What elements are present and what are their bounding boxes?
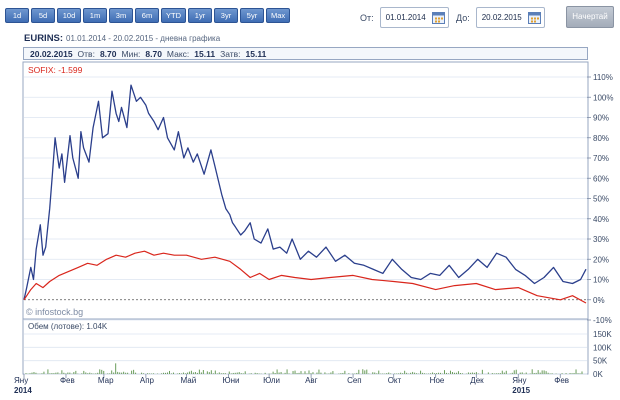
series-line-sofix [23, 250, 587, 304]
x-tick-label: Яну 2015 [512, 376, 530, 395]
y-tick-label: -10% [593, 316, 612, 325]
x-tick-label: Фев [554, 376, 569, 385]
stats-row: 20.02.2015 Отв: 8.70 Мин: 8.70 Макс: 15.… [23, 47, 588, 60]
volume-tick-label: 50K [593, 357, 608, 366]
y-tick-label: 100% [593, 93, 613, 102]
volume-axis-labels: 150K 100K 50K 0K [593, 330, 612, 379]
stats-date: 20.02.2015 [30, 48, 73, 59]
range-button-5d[interactable]: 5d [31, 8, 55, 23]
y-tick-label: 110% [593, 73, 613, 82]
chart-subtitle: 01.01.2014 - 20.02.2015 - дневна графика [66, 34, 221, 43]
close-value: 15.11 [245, 48, 267, 59]
range-button-1d[interactable]: 1d [5, 8, 29, 23]
x-tick-label: Май [181, 376, 197, 385]
volume-tick-label: 0K [593, 370, 603, 379]
max-value: 15.11 [194, 48, 216, 59]
date-from-value: 01.01.2014 [385, 13, 426, 22]
volume-label: Обем (лотове): 1.04K [28, 322, 108, 331]
calendar-icon[interactable] [431, 11, 445, 24]
range-button-1m[interactable]: 1m [83, 8, 107, 23]
y-tick-label: 80% [593, 134, 609, 143]
range-button-3m[interactable]: 3m [109, 8, 133, 23]
x-tick-label: Юни [222, 376, 239, 385]
range-button-6m[interactable]: 6m [135, 8, 159, 23]
date-to-group: До: 20.02.2015 [456, 7, 545, 28]
price-gridlines [24, 76, 591, 321]
open-label: Отв: [77, 48, 95, 59]
x-tick-label: Апр [140, 376, 155, 385]
min-value: 8.70 [145, 48, 162, 59]
x-tick-label: Сеп [347, 376, 362, 385]
calendar-icon[interactable] [527, 11, 541, 24]
x-tick-label: Окт [388, 376, 402, 385]
y-tick-label: 60% [593, 174, 609, 183]
min-label: Мин: [121, 48, 141, 59]
date-axis-labels: Яну 2014 Фев Мар Апр Май Юни Юли Авг Сеп Окт Ное Дек… [14, 374, 569, 395]
range-button-1yr[interactable]: 1yr [188, 8, 212, 23]
date-from-label: От: [360, 12, 374, 23]
y-tick-label: 50% [593, 195, 609, 204]
series-lines [23, 84, 587, 304]
range-button-10d[interactable]: 10d [57, 8, 81, 23]
range-button-bar: 1d 5d 10d 1m 3m 6m YTD 1yr 3yr 5yr Max [5, 8, 291, 23]
x-tick-label: Мар [98, 376, 114, 385]
ticker-title: EURINS: [24, 33, 64, 44]
x-tick-label: Фев [60, 376, 75, 385]
max-label: Макс: [166, 48, 190, 59]
volume-gridlines [24, 333, 587, 375]
date-to-label: До: [456, 12, 470, 23]
x-tick-label: Ное [430, 376, 445, 385]
y-tick-label: 0% [593, 296, 605, 305]
y-tick-label: 10% [593, 276, 609, 285]
y-tick-label: 40% [593, 215, 609, 224]
volume-tick-label: 150K [593, 330, 612, 339]
date-to-value: 20.02.2015 [481, 13, 522, 22]
volume-panel [22, 318, 589, 375]
price-panel [22, 61, 589, 320]
price-axis-labels: 110% 100% 90% 80% 70% 60% 50% 40% 30% 20% 10% 0% -10… [593, 73, 613, 325]
open-value: 8.70 [99, 48, 117, 59]
watermark: © infostock.bg [26, 307, 83, 317]
sofix-label: SOFIX: -1.599 [28, 65, 83, 75]
volume-tick-label: 100K [593, 343, 612, 352]
x-tick-label: Авг [305, 376, 318, 385]
draw-button[interactable]: Начертай [566, 6, 614, 28]
close-label: Затв: [220, 48, 241, 59]
series-line-eurins [23, 84, 587, 300]
y-tick-label: 20% [593, 255, 609, 264]
range-button-5yr[interactable]: 5yr [240, 8, 264, 23]
y-tick-label: 70% [593, 154, 609, 163]
y-tick-label: 30% [593, 235, 609, 244]
x-tick-label: Дек [470, 376, 484, 385]
x-tick-label: Яну 2014 [14, 376, 32, 395]
x-tick-label: Юли [263, 376, 280, 385]
range-button-ytd[interactable]: YTD [161, 8, 186, 23]
date-from-group: От: 01.01.2014 [360, 7, 449, 28]
range-button-max[interactable]: Max [266, 8, 291, 23]
y-tick-label: 90% [593, 114, 609, 123]
range-button-3yr[interactable]: 3yr [214, 8, 238, 23]
date-from-field[interactable]: 01.01.2014 [379, 7, 449, 28]
volume-bars [25, 363, 583, 374]
date-to-field[interactable]: 20.02.2015 [475, 7, 545, 28]
